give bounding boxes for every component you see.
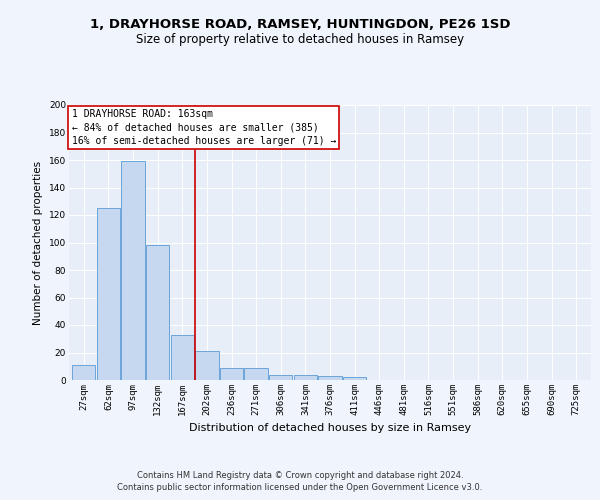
Text: Contains HM Land Registry data © Crown copyright and database right 2024.
Contai: Contains HM Land Registry data © Crown c… (118, 471, 482, 492)
Bar (195, 351, 218, 380)
Bar (72, 365, 95, 380)
Bar (121, 162, 145, 380)
Text: 1, DRAYHORSE ROAD, RAMSEY, HUNTINGDON, PE26 1SD: 1, DRAYHORSE ROAD, RAMSEY, HUNTINGDON, P… (90, 18, 510, 30)
Bar (244, 368, 268, 380)
Text: 1 DRAYHORSE ROAD: 163sqm
← 84% of detached houses are smaller (385)
16% of semi-: 1 DRAYHORSE ROAD: 163sqm ← 84% of detach… (71, 109, 336, 146)
Text: Size of property relative to detached houses in Ramsey: Size of property relative to detached ho… (136, 32, 464, 46)
Bar (146, 245, 169, 380)
Bar (293, 374, 317, 380)
Y-axis label: Number of detached properties: Number of detached properties (34, 160, 43, 324)
Bar (343, 377, 367, 380)
Bar (170, 334, 194, 380)
X-axis label: Distribution of detached houses by size in Ramsey: Distribution of detached houses by size … (189, 424, 471, 434)
Bar (97, 208, 120, 380)
Bar (220, 368, 243, 380)
Bar (269, 374, 292, 380)
Bar (319, 376, 341, 380)
